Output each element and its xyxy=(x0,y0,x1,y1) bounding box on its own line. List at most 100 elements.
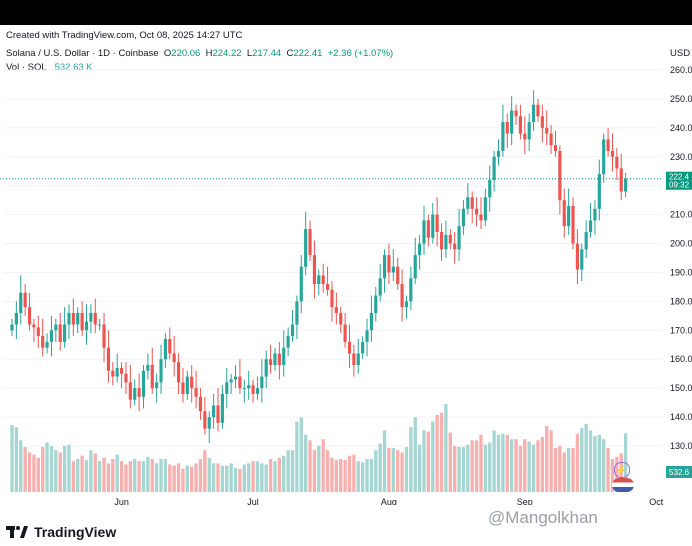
open-value: 220.06 xyxy=(171,48,201,59)
volume-axis-label: 532.6 xyxy=(669,468,690,477)
volume-bar xyxy=(119,461,124,492)
volume-bar xyxy=(619,453,623,492)
volume-bar xyxy=(93,453,97,492)
volume-bar xyxy=(466,444,470,492)
candle-body xyxy=(111,370,115,377)
candle-body xyxy=(396,266,400,285)
countdown-label: 09:32 xyxy=(669,181,690,190)
volume-bar xyxy=(488,442,492,492)
volume-bar xyxy=(610,459,615,492)
price-chart[interactable]: 260.0250.0240.0230.0220.0210.0200.0190.0… xyxy=(0,60,692,505)
volume-bar xyxy=(536,440,540,492)
candle-body xyxy=(19,292,23,313)
candle-body xyxy=(575,243,579,270)
volume-bar xyxy=(356,461,360,492)
volume-bar xyxy=(369,459,374,492)
current-price-label: 222.4 xyxy=(669,173,690,182)
candle-body xyxy=(299,266,303,302)
candle-body xyxy=(619,168,623,192)
candle-body xyxy=(457,226,461,250)
candle-body xyxy=(312,255,317,285)
lightning-icon[interactable]: ⚡ xyxy=(614,462,630,478)
price-axis: 260.0250.0240.0230.0220.0210.0200.0190.0… xyxy=(666,65,692,478)
candle-body xyxy=(282,347,286,366)
candle-body xyxy=(71,312,75,325)
author-watermark: @Mangolkhan xyxy=(488,508,598,527)
us-flag-icon[interactable] xyxy=(612,478,634,492)
top-black-bar xyxy=(0,0,692,25)
volume-bar xyxy=(330,457,334,492)
time-tick-label: Jun xyxy=(114,497,129,505)
volume-bar xyxy=(154,463,159,492)
candle-body xyxy=(426,220,430,238)
price-tick-label: 240.0 xyxy=(670,123,692,133)
high-value: 224.22 xyxy=(212,48,242,59)
candle-body xyxy=(400,284,404,308)
candle-body xyxy=(115,367,119,377)
volume-bar xyxy=(325,450,330,492)
candle-body xyxy=(14,312,18,325)
candle-body xyxy=(119,367,124,374)
volume-bar xyxy=(378,443,382,492)
candle-body xyxy=(435,214,439,232)
high-label: H xyxy=(205,48,213,59)
volume-bar xyxy=(220,465,225,492)
volume-bar xyxy=(439,412,444,492)
volume-bar xyxy=(417,444,422,492)
volume-bar xyxy=(312,450,317,492)
candle-body xyxy=(10,324,14,331)
volume-bar xyxy=(251,461,255,492)
candle-body xyxy=(584,231,588,250)
candle-body xyxy=(545,127,549,134)
candle-body xyxy=(553,145,558,151)
volume-bar xyxy=(483,444,488,492)
volume-bar xyxy=(321,439,325,492)
volume-bar xyxy=(575,433,580,492)
candle-body xyxy=(588,220,593,232)
volume-bar xyxy=(163,459,168,492)
volume-bar xyxy=(317,445,321,492)
volume-bar xyxy=(470,440,474,492)
candle-body xyxy=(531,104,536,123)
candle-body xyxy=(225,382,229,394)
candle-body xyxy=(93,312,97,325)
candle-body xyxy=(523,133,527,140)
candle-body xyxy=(453,243,457,250)
candle-body xyxy=(369,312,373,331)
candle-body xyxy=(41,336,45,348)
candle-body xyxy=(172,353,176,363)
volume-bar xyxy=(32,454,36,492)
candle-body xyxy=(36,327,40,337)
candle-body xyxy=(137,388,141,397)
price-tick-label: 200.0 xyxy=(670,239,692,249)
volume-bar xyxy=(299,417,303,492)
candle-body xyxy=(54,324,58,331)
candle-body xyxy=(295,301,299,325)
candle-body xyxy=(255,388,260,394)
volume-bar xyxy=(382,430,387,492)
volume-bar xyxy=(339,459,343,492)
candle-body xyxy=(45,341,49,348)
volume-bar xyxy=(106,463,111,492)
volume-bar xyxy=(159,459,163,492)
tradingview-mark-icon xyxy=(6,526,28,538)
currency-label: USD xyxy=(670,48,691,59)
candle-body xyxy=(387,255,391,273)
volume-bar xyxy=(448,432,452,492)
candle-body xyxy=(536,104,540,117)
volume-bar xyxy=(422,430,426,492)
candle-body xyxy=(124,373,128,383)
candle-body xyxy=(540,116,544,128)
price-tick-label: 160.0 xyxy=(670,354,692,364)
volume-bar xyxy=(181,468,185,492)
time-tick-label: Aug xyxy=(381,497,397,505)
volume-bar xyxy=(514,439,518,492)
volume-bar xyxy=(474,440,479,492)
candle-body xyxy=(220,393,224,423)
candle-body xyxy=(290,324,295,337)
candle-body xyxy=(496,150,501,157)
candle-body xyxy=(203,411,207,429)
candle-body xyxy=(501,122,505,151)
volume-bar xyxy=(54,450,58,492)
volume-bar xyxy=(461,446,466,492)
